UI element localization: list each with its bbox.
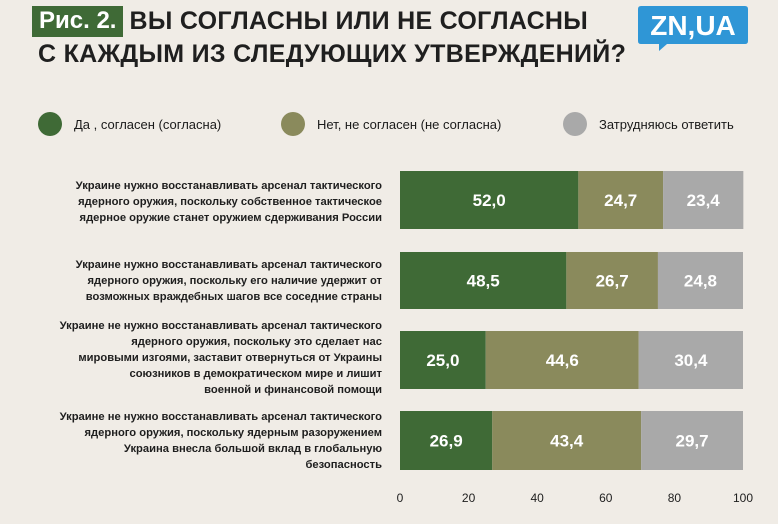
data-label-agree-2: 48,5 [467, 272, 500, 291]
legend-label-disagree: Нет, не согласен (не согласна) [317, 116, 502, 132]
zn-ua-logo: ZN,UA [637, 4, 749, 51]
category-label-4: Украине не нужно восстанавливать арсенал… [20, 409, 382, 473]
bar-segment-unsure-3 [638, 331, 743, 389]
data-label-unsure-2: 24,8 [684, 272, 717, 291]
x-tick-label: 100 [732, 491, 754, 505]
data-label-agree-4: 26,9 [430, 432, 463, 451]
x-tick-label: 40 [530, 491, 544, 505]
category-label-line: военной и финансовой помощи [204, 384, 382, 396]
bar-segment-agree-4 [400, 411, 493, 470]
category-label-line: безопасность [305, 459, 382, 471]
category-label-line: Украина внесла большой вклад в глобальну… [123, 443, 382, 455]
bar-segment-disagree-1 [578, 171, 664, 229]
bar-segment-agree-3 [400, 331, 486, 389]
category-label-line: ядерного оружия, поскольку его наличие у… [87, 275, 382, 287]
chart-title-line1: ВЫ СОГЛАСНЫ ИЛИ НЕ СОГЛАСНЫ [129, 7, 589, 35]
legend-swatch-disagree [281, 112, 305, 136]
bar-segment-unsure-4 [641, 411, 743, 470]
legend-label-unsure: Затрудняюсь ответить [599, 116, 734, 132]
category-label-line: ядерного оружия, поскольку собственное т… [78, 196, 382, 208]
data-label-disagree-2: 26,7 [596, 272, 629, 291]
legend-swatch-unsure [563, 112, 587, 136]
data-label-unsure-4: 29,7 [676, 432, 709, 451]
bar-segment-unsure-2 [657, 252, 743, 309]
legend-item-agree: Да , согласен (согласна) [38, 112, 221, 136]
category-label-1: Украине нужно восстанавливать арсенал та… [20, 178, 382, 226]
category-label-line: Украине нужно восстанавливать арсенал та… [75, 180, 382, 192]
figure-label: Рис. 2. [32, 6, 124, 37]
category-label-line: Украине нужно восстанавливать арсенал та… [75, 259, 382, 271]
category-label-line: ядерного оружия, поскольку ядерным разор… [84, 427, 382, 439]
category-label-line: Украине не нужно восстанавливать арсенал… [59, 411, 382, 423]
bar-segment-agree-1 [400, 171, 579, 229]
bar-segment-unsure-1 [663, 171, 744, 229]
data-label-disagree-4: 43,4 [550, 432, 584, 451]
bar-segment-agree-2 [400, 252, 567, 309]
category-label-line: союзников в демократическом мире и лишит [129, 368, 383, 380]
bar-segment-disagree-2 [566, 252, 658, 309]
chart-legend: Да , согласен (согласна) Нет, не согласе… [0, 112, 778, 138]
category-label-line: Украине не нужно восстанавливать арсенал… [59, 320, 382, 332]
legend-item-unsure: Затрудняюсь ответить [563, 112, 734, 136]
legend-label-agree: Да , согласен (согласна) [74, 116, 222, 132]
logo-speech-bubble [638, 6, 748, 51]
data-label-unsure-3: 30,4 [674, 351, 708, 370]
category-label-line: мировыми изгоями, заставит отвернуться о… [78, 352, 382, 364]
chart-title-line2: С КАЖДЫМ ИЗ СЛЕДУЮЩИХ УТВЕРЖДЕНИЙ? [38, 40, 627, 68]
category-label-line: возможных враждебных шагов все соседние … [85, 291, 382, 303]
category-label-line: ядерного оружия, поскольку это сделает н… [131, 336, 382, 348]
legend-item-disagree: Нет, не согласен (не согласна) [281, 112, 501, 136]
data-label-unsure-1: 23,4 [687, 191, 721, 210]
logo-text: ZN,UA [650, 10, 736, 41]
category-label-line: ядерное оружие станет оружием сдерживани… [79, 212, 382, 224]
x-tick-label: 20 [461, 491, 476, 505]
legend-swatch-agree [38, 112, 62, 136]
data-label-agree-3: 25,0 [426, 351, 459, 370]
x-tick-label: 60 [599, 491, 613, 505]
category-label-3: Украине не нужно восстанавливать арсенал… [20, 318, 382, 398]
bar-segment-disagree-4 [492, 411, 642, 470]
category-label-2: Украине нужно восстанавливать арсенал та… [20, 257, 382, 305]
x-tick-label: 0 [396, 491, 404, 505]
data-label-disagree-1: 24,7 [604, 191, 637, 210]
data-label-agree-1: 52,0 [473, 191, 506, 210]
x-tick-label: 80 [667, 491, 682, 505]
data-label-disagree-3: 44,6 [546, 351, 579, 370]
chart-header: Рис. 2. ВЫ СОГЛАСНЫ ИЛИ НЕ СОГЛАСНЫ С КАЖ… [32, 6, 632, 69]
bar-segment-disagree-3 [485, 331, 639, 389]
